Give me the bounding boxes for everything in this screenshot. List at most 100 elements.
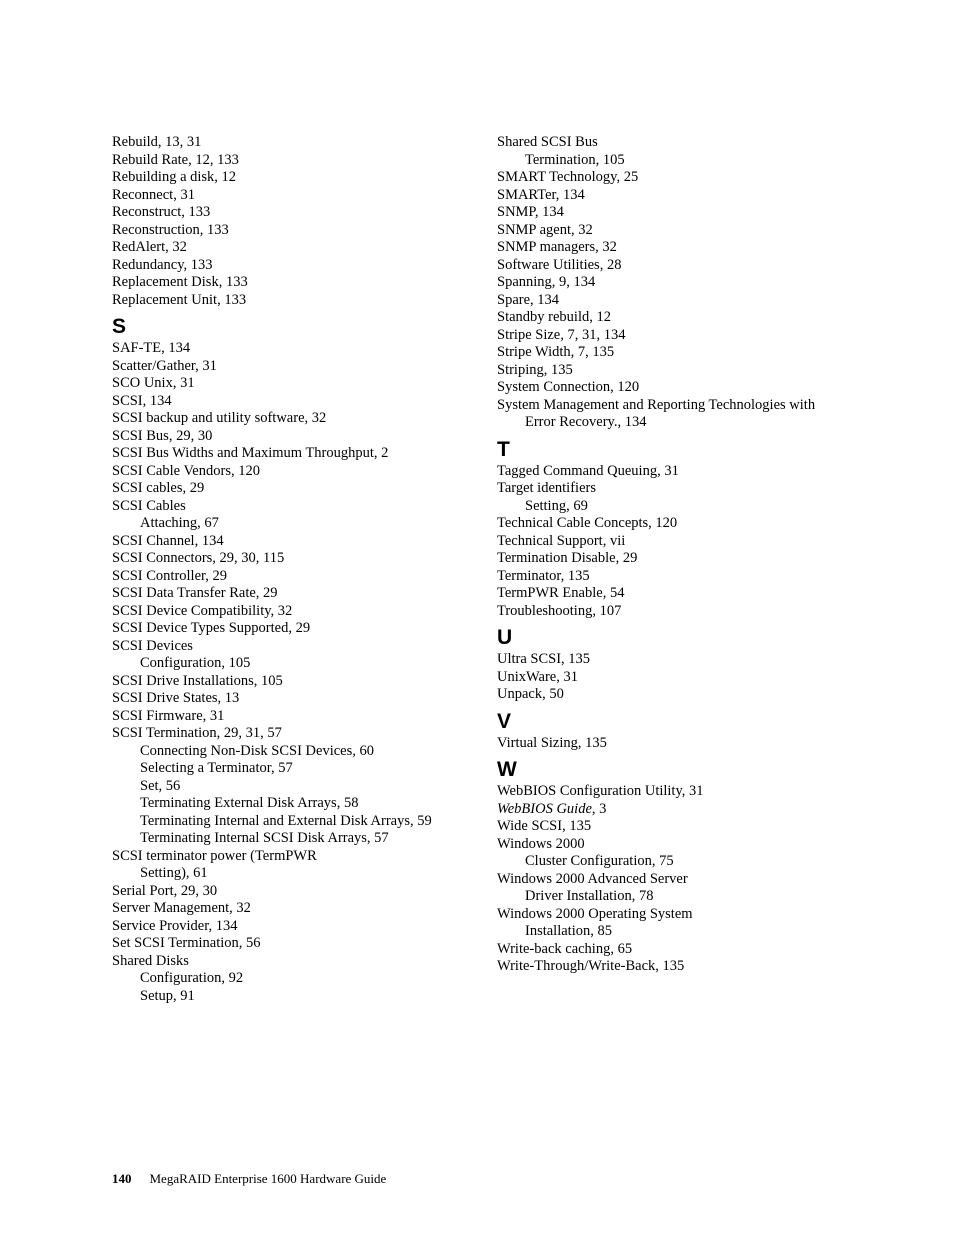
index-entry: Technical Cable Concepts, 120 <box>497 515 852 533</box>
index-subentry: Selecting a Terminator, 57 <box>112 760 467 778</box>
index-entry: SCSI Drive States, 13 <box>112 690 467 708</box>
index-entry: Wide SCSI, 135 <box>497 818 852 836</box>
index-entry-tail: , 3 <box>592 801 607 817</box>
index-entry-italic: WebBIOS Guide <box>497 801 592 817</box>
index-subentry: Terminating Internal and External Disk A… <box>112 813 467 831</box>
index-entry: Spanning, 9, 134 <box>497 274 852 292</box>
index-column-right: Shared SCSI BusTermination, 105SMART Tec… <box>497 134 852 1005</box>
index-entry: Terminator, 135 <box>497 568 852 586</box>
page-number: 140 <box>112 1171 132 1186</box>
index-subentry: Setup, 91 <box>112 988 467 1006</box>
index-entry: SCO Unix, 31 <box>112 375 467 393</box>
index-entry: Scatter/Gather, 31 <box>112 358 467 376</box>
index-entry: System Connection, 120 <box>497 379 852 397</box>
index-entry: Stripe Size, 7, 31, 134 <box>497 327 852 345</box>
index-entry: Rebuild Rate, 12, 133 <box>112 152 467 170</box>
index-entry: Spare, 134 <box>497 292 852 310</box>
index-entry: Reconnect, 31 <box>112 187 467 205</box>
index-subentry: Set, 56 <box>112 778 467 796</box>
index-entry: Server Management, 32 <box>112 900 467 918</box>
index-entry: SCSI Firmware, 31 <box>112 708 467 726</box>
index-entry: Replacement Unit, 133 <box>112 292 467 310</box>
index-entry: Redundancy, 133 <box>112 257 467 275</box>
index-entry: Ultra SCSI, 135 <box>497 651 852 669</box>
page-footer: 140 MegaRAID Enterprise 1600 Hardware Gui… <box>112 1171 386 1187</box>
index-entry: Stripe Width, 7, 135 <box>497 344 852 362</box>
index-entry: SCSI Cables <box>112 498 467 516</box>
index-entry: SCSI Devices <box>112 638 467 656</box>
index-section-letter: S <box>112 315 467 339</box>
page: Rebuild, 13, 31Rebuild Rate, 12, 133Rebu… <box>0 0 954 1235</box>
index-entry: SNMP managers, 32 <box>497 239 852 257</box>
index-entry: Rebuild, 13, 31 <box>112 134 467 152</box>
index-entry: SCSI Channel, 134 <box>112 533 467 551</box>
index-entry: SCSI terminator power (TermPWR <box>112 848 467 866</box>
index-entry: Replacement Disk, 133 <box>112 274 467 292</box>
index-subentry: Terminating Internal SCSI Disk Arrays, 5… <box>112 830 467 848</box>
index-entry: SMARTer, 134 <box>497 187 852 205</box>
index-entry: Set SCSI Termination, 56 <box>112 935 467 953</box>
index-entry: SCSI, 134 <box>112 393 467 411</box>
index-subentry: Driver Installation, 78 <box>497 888 852 906</box>
index-subentry: Installation, 85 <box>497 923 852 941</box>
index-subentry: Configuration, 105 <box>112 655 467 673</box>
index-entry: Unpack, 50 <box>497 686 852 704</box>
index-entry: Striping, 135 <box>497 362 852 380</box>
index-entry: SCSI Device Compatibility, 32 <box>112 603 467 621</box>
index-subentry: Setting, 69 <box>497 498 852 516</box>
index-entry: Tagged Command Queuing, 31 <box>497 463 852 481</box>
index-entry: SMART Technology, 25 <box>497 169 852 187</box>
index-entry: WebBIOS Guide, 3 <box>497 801 852 819</box>
index-subentry: Terminating External Disk Arrays, 58 <box>112 795 467 813</box>
footer-title: MegaRAID Enterprise 1600 Hardware Guide <box>150 1171 387 1186</box>
index-entry: Standby rebuild, 12 <box>497 309 852 327</box>
index-subentry: Attaching, 67 <box>112 515 467 533</box>
index-entry: Technical Support, vii <box>497 533 852 551</box>
index-entry: Windows 2000 Operating System <box>497 906 852 924</box>
index-entry: SNMP, 134 <box>497 204 852 222</box>
index-entry: Virtual Sizing, 135 <box>497 735 852 753</box>
index-content: Rebuild, 13, 31Rebuild Rate, 12, 133Rebu… <box>112 134 852 1005</box>
index-entry: Serial Port, 29, 30 <box>112 883 467 901</box>
index-subentry: Setting), 61 <box>112 865 467 883</box>
index-subentry: Configuration, 92 <box>112 970 467 988</box>
index-entry: Termination Disable, 29 <box>497 550 852 568</box>
index-subentry: Cluster Configuration, 75 <box>497 853 852 871</box>
index-entry: SCSI Bus, 29, 30 <box>112 428 467 446</box>
index-entry: SCSI Drive Installations, 105 <box>112 673 467 691</box>
index-entry: Write-back caching, 65 <box>497 941 852 959</box>
index-section-letter: T <box>497 438 852 462</box>
index-entry: Reconstruction, 133 <box>112 222 467 240</box>
index-subentry: Error Recovery., 134 <box>497 414 852 432</box>
index-entry: Reconstruct, 133 <box>112 204 467 222</box>
index-entry: SAF-TE, 134 <box>112 340 467 358</box>
index-entry: Troubleshooting, 107 <box>497 603 852 621</box>
index-section-letter: V <box>497 710 852 734</box>
index-entry: SCSI Data Transfer Rate, 29 <box>112 585 467 603</box>
index-entry: Windows 2000 <box>497 836 852 854</box>
index-subentry: Termination, 105 <box>497 152 852 170</box>
index-entry: SCSI Connectors, 29, 30, 115 <box>112 550 467 568</box>
index-entry: Write-Through/Write-Back, 135 <box>497 958 852 976</box>
index-entry: SCSI Termination, 29, 31, 57 <box>112 725 467 743</box>
index-entry: TermPWR Enable, 54 <box>497 585 852 603</box>
index-entry: System Management and Reporting Technolo… <box>497 397 852 415</box>
index-entry: SNMP agent, 32 <box>497 222 852 240</box>
index-entry: WebBIOS Configuration Utility, 31 <box>497 783 852 801</box>
index-entry: SCSI Controller, 29 <box>112 568 467 586</box>
index-section-letter: W <box>497 758 852 782</box>
index-entry: SCSI Device Types Supported, 29 <box>112 620 467 638</box>
index-entry: Rebuilding a disk, 12 <box>112 169 467 187</box>
index-entry: Shared SCSI Bus <box>497 134 852 152</box>
index-entry: Shared Disks <box>112 953 467 971</box>
index-entry: RedAlert, 32 <box>112 239 467 257</box>
index-section-letter: U <box>497 626 852 650</box>
index-column-left: Rebuild, 13, 31Rebuild Rate, 12, 133Rebu… <box>112 134 467 1005</box>
index-entry: Windows 2000 Advanced Server <box>497 871 852 889</box>
index-subentry: Connecting Non-Disk SCSI Devices, 60 <box>112 743 467 761</box>
index-entry: UnixWare, 31 <box>497 669 852 687</box>
index-entry: Software Utilities, 28 <box>497 257 852 275</box>
index-entry: SCSI Cable Vendors, 120 <box>112 463 467 481</box>
index-entry: Target identifiers <box>497 480 852 498</box>
index-entry: SCSI backup and utility software, 32 <box>112 410 467 428</box>
